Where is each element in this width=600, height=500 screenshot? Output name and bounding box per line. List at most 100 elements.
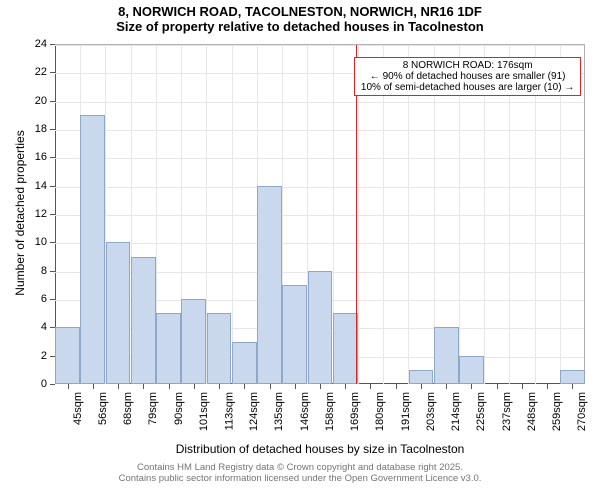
y-tick-mark [50,186,55,187]
x-tick-label: 90sqm [173,392,185,425]
x-tick-mark [370,384,371,389]
y-tick-mark [50,384,55,385]
x-tick-label: 113sqm [223,392,235,430]
x-tick-label: 237sqm [501,392,513,431]
histogram-bar [459,356,484,384]
plot-area: 8 NORWICH ROAD: 176sqm← 90% of detached … [55,44,585,384]
grid-line-h [55,45,584,46]
x-tick-mark [194,384,195,389]
x-tick-mark [219,384,220,389]
x-tick-mark [446,384,447,389]
x-tick-label: 191sqm [400,392,412,431]
x-tick-mark [547,384,548,389]
x-tick-mark [68,384,69,389]
histogram-bar [282,285,307,384]
y-tick-mark [50,242,55,243]
x-tick-label: 146sqm [299,392,311,431]
x-tick-label: 180sqm [374,392,386,431]
footer-line1: Contains HM Land Registry data © Crown c… [0,462,600,473]
chart-footer: Contains HM Land Registry data © Crown c… [0,462,600,484]
y-tick-label: 0 [0,378,47,390]
x-tick-mark [522,384,523,389]
histogram-bar [434,327,459,384]
x-tick-mark [497,384,498,389]
y-tick-label: 18 [0,123,47,135]
x-tick-mark [93,384,94,389]
x-tick-mark [295,384,296,389]
x-tick-mark [118,384,119,389]
x-tick-label: 135sqm [274,392,286,431]
y-tick-mark [50,72,55,73]
grid-line-h [55,130,584,131]
grid-line-h [55,187,584,188]
y-tick-mark [50,101,55,102]
y-tick-label: 8 [0,265,47,277]
annotation-line3: 10% of semi-detached houses are larger (… [361,82,574,93]
x-tick-label: 259sqm [551,392,563,431]
y-tick-mark [50,214,55,215]
y-tick-label: 24 [0,38,47,50]
y-tick-mark [50,129,55,130]
histogram-bar [131,257,156,385]
x-tick-mark [270,384,271,389]
x-tick-mark [471,384,472,389]
grid-line-h [55,215,584,216]
chart-title-block: 8, NORWICH ROAD, TACOLNESTON, NORWICH, N… [0,4,600,34]
annotation-line2: ← 90% of detached houses are smaller (91… [361,71,574,82]
y-tick-label: 10 [0,236,47,248]
x-tick-label: 56sqm [97,392,109,425]
y-tick-label: 20 [0,95,47,107]
y-tick-label: 6 [0,293,47,305]
y-tick-mark [50,157,55,158]
y-tick-label: 22 [0,66,47,78]
x-tick-mark [244,384,245,389]
footer-line2: Contains public sector information licen… [0,473,600,484]
histogram-bar [106,242,131,384]
x-tick-label: 169sqm [349,392,361,431]
histogram-chart: 8, NORWICH ROAD, TACOLNESTON, NORWICH, N… [0,0,600,500]
histogram-bar [333,313,358,384]
y-tick-mark [50,44,55,45]
histogram-bar [181,299,206,384]
histogram-bar [308,271,333,384]
x-tick-label: 203sqm [425,392,437,431]
grid-line-h [55,158,584,159]
y-tick-mark [50,299,55,300]
x-tick-label: 270sqm [576,392,588,431]
grid-line-v [232,45,233,384]
y-tick-label: 14 [0,180,47,192]
x-tick-mark [345,384,346,389]
y-tick-label: 16 [0,151,47,163]
annotation-box: 8 NORWICH ROAD: 176sqm← 90% of detached … [354,57,581,96]
y-tick-mark [50,271,55,272]
histogram-bar [207,313,232,384]
x-tick-label: 45sqm [72,392,84,425]
chart-title-line2: Size of property relative to detached ho… [0,19,600,34]
grid-line-h [55,102,584,103]
x-tick-mark [169,384,170,389]
x-tick-mark [320,384,321,389]
histogram-bar [560,370,585,384]
histogram-bar [409,370,434,384]
y-tick-label: 12 [0,208,47,220]
x-tick-label: 101sqm [198,392,210,431]
x-tick-label: 225sqm [475,392,487,431]
x-tick-label: 124sqm [248,392,260,431]
x-tick-mark [421,384,422,389]
histogram-bar [232,342,257,385]
y-tick-label: 2 [0,350,47,362]
histogram-bar [257,186,282,384]
y-tick-mark [50,327,55,328]
x-tick-label: 68sqm [122,392,134,425]
annotation-line1: 8 NORWICH ROAD: 176sqm [361,60,574,71]
histogram-bar [156,313,181,384]
histogram-bar [80,115,105,384]
x-tick-label: 214sqm [450,392,462,431]
y-tick-mark [50,356,55,357]
x-tick-label: 158sqm [324,392,336,431]
y-tick-label: 4 [0,321,47,333]
x-tick-label: 248sqm [526,392,538,431]
x-tick-mark [143,384,144,389]
x-tick-mark [396,384,397,389]
grid-line-h [55,243,584,244]
